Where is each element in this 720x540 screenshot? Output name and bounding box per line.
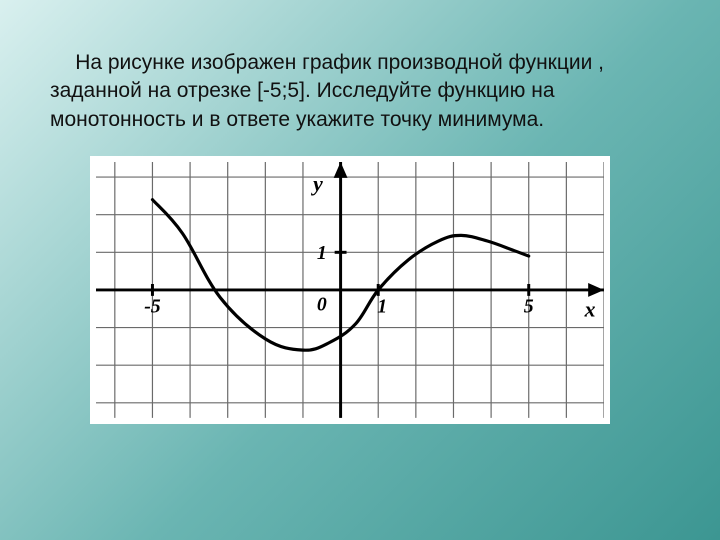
svg-text:1: 1	[317, 242, 327, 264]
svg-text:x: x	[584, 298, 596, 322]
svg-text:-5: -5	[144, 295, 161, 317]
problem-text: На рисунке изображен график производной …	[50, 49, 670, 134]
svg-text:0: 0	[317, 293, 327, 315]
svg-text:5: 5	[524, 295, 534, 317]
chart-figure: yx0-5115	[90, 156, 610, 424]
derivative-chart: yx0-5115	[96, 162, 604, 418]
svg-text:1: 1	[377, 295, 387, 317]
